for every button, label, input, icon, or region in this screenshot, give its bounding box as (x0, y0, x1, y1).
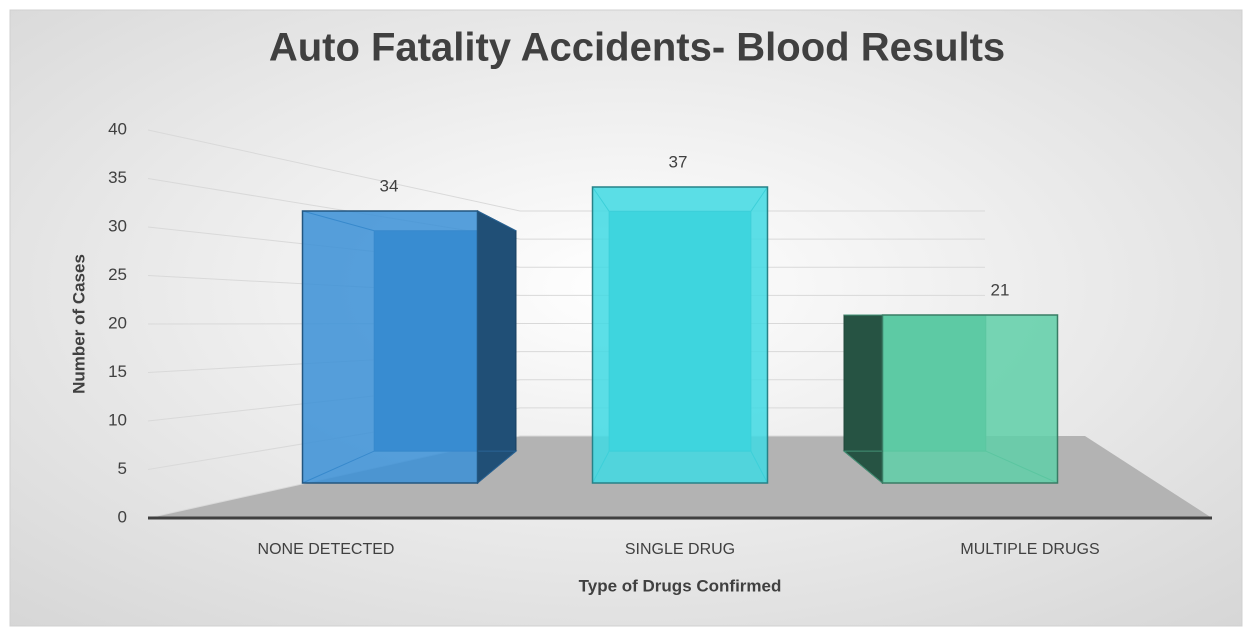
x-tick-label: MULTIPLE DRUGS (960, 541, 1099, 558)
grid-line (147, 379, 985, 422)
bar (301, 210, 479, 484)
y-tick-label: 20 (108, 313, 127, 332)
x-axis-label: Type of Drugs Confirmed (579, 576, 782, 595)
y-axis-label: Number of Cases (69, 254, 88, 394)
y-tick-label: 40 (108, 119, 127, 138)
data-label: 34 (380, 176, 399, 195)
y-tick-label: 25 (108, 265, 127, 284)
x-tick-label: SINGLE DRUG (625, 541, 735, 558)
grid-line (147, 407, 985, 470)
y-tick-label: 0 (118, 507, 127, 526)
bar-edges (477, 210, 517, 232)
y-tick-label: 35 (108, 168, 127, 187)
bar-side (477, 210, 517, 485)
x-tick-label: NONE DETECTED (258, 541, 395, 558)
grid-line (147, 129, 985, 212)
grid-line (147, 351, 985, 373)
grid-line (147, 275, 985, 296)
data-label: 21 (991, 280, 1010, 299)
bar (591, 186, 769, 484)
y-tick-label: 10 (108, 410, 127, 429)
y-tick-label: 15 (108, 362, 127, 381)
grid-line (147, 178, 985, 240)
bar (881, 314, 1059, 484)
y-tick-label: 5 (118, 459, 127, 478)
grid-line (147, 435, 985, 519)
grid-line (147, 323, 985, 325)
y-tick-label: 30 (108, 216, 127, 235)
chart-title: Auto Fatality Accidents- Blood Results (269, 26, 1005, 70)
grid-line (147, 226, 985, 268)
data-label: 37 (669, 152, 688, 171)
